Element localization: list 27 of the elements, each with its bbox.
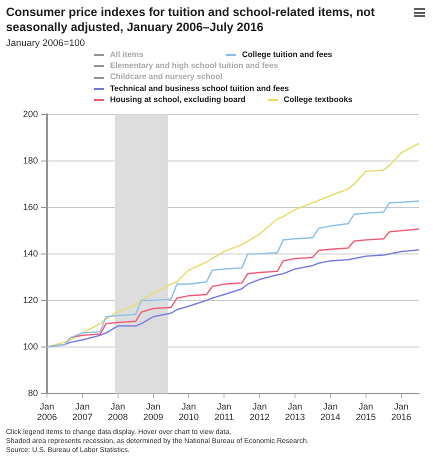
legend-label: Childcare and nursery school xyxy=(110,72,222,83)
y-tick-label: 140 xyxy=(22,248,38,258)
x-tick-label: Jan 2016 xyxy=(391,401,412,422)
x-tick-label: Jan 2009 xyxy=(143,401,164,422)
x-tick-label: Jan 2014 xyxy=(320,401,340,422)
x-tick-label: Jan 2015 xyxy=(356,401,376,422)
x-tick-label: Jan 2007 xyxy=(72,401,92,422)
x-tick-label: Jan 2012 xyxy=(250,401,270,422)
y-tick-label: 100 xyxy=(22,341,38,352)
legend-label: All items xyxy=(110,50,144,60)
y-tick-label: 180 xyxy=(22,155,38,166)
legend-label: Housing at school, excluding board xyxy=(110,94,246,106)
y-tick-label: 160 xyxy=(22,202,38,212)
legend-label: Technical and business school tuition and fees xyxy=(110,84,289,94)
x-tick-label: Jan 2013 xyxy=(284,401,306,422)
y-tick-label: 200 xyxy=(22,108,38,119)
legend-label: College textbooks xyxy=(284,94,352,106)
chart-title: Consumer price indexes for tuition and school-related items, not seasonally adjusted, January 2006–July 2016 xyxy=(6,5,376,35)
x-tick-label: Jan 2011 xyxy=(214,401,234,422)
y-tick-label: 120 xyxy=(22,294,38,305)
chart-subtitle: January 2006=100 xyxy=(6,38,85,49)
x-tick-label: Jan 2006 xyxy=(37,401,58,422)
x-tick-label: Jan 2010 xyxy=(178,401,199,422)
legend-label: Elementary and high school tuition and fees xyxy=(110,61,278,72)
x-tick-label: Jan 2008 xyxy=(108,401,128,422)
legend-label: College tuition and fees xyxy=(242,50,332,60)
y-tick-label: 80 xyxy=(28,388,38,398)
